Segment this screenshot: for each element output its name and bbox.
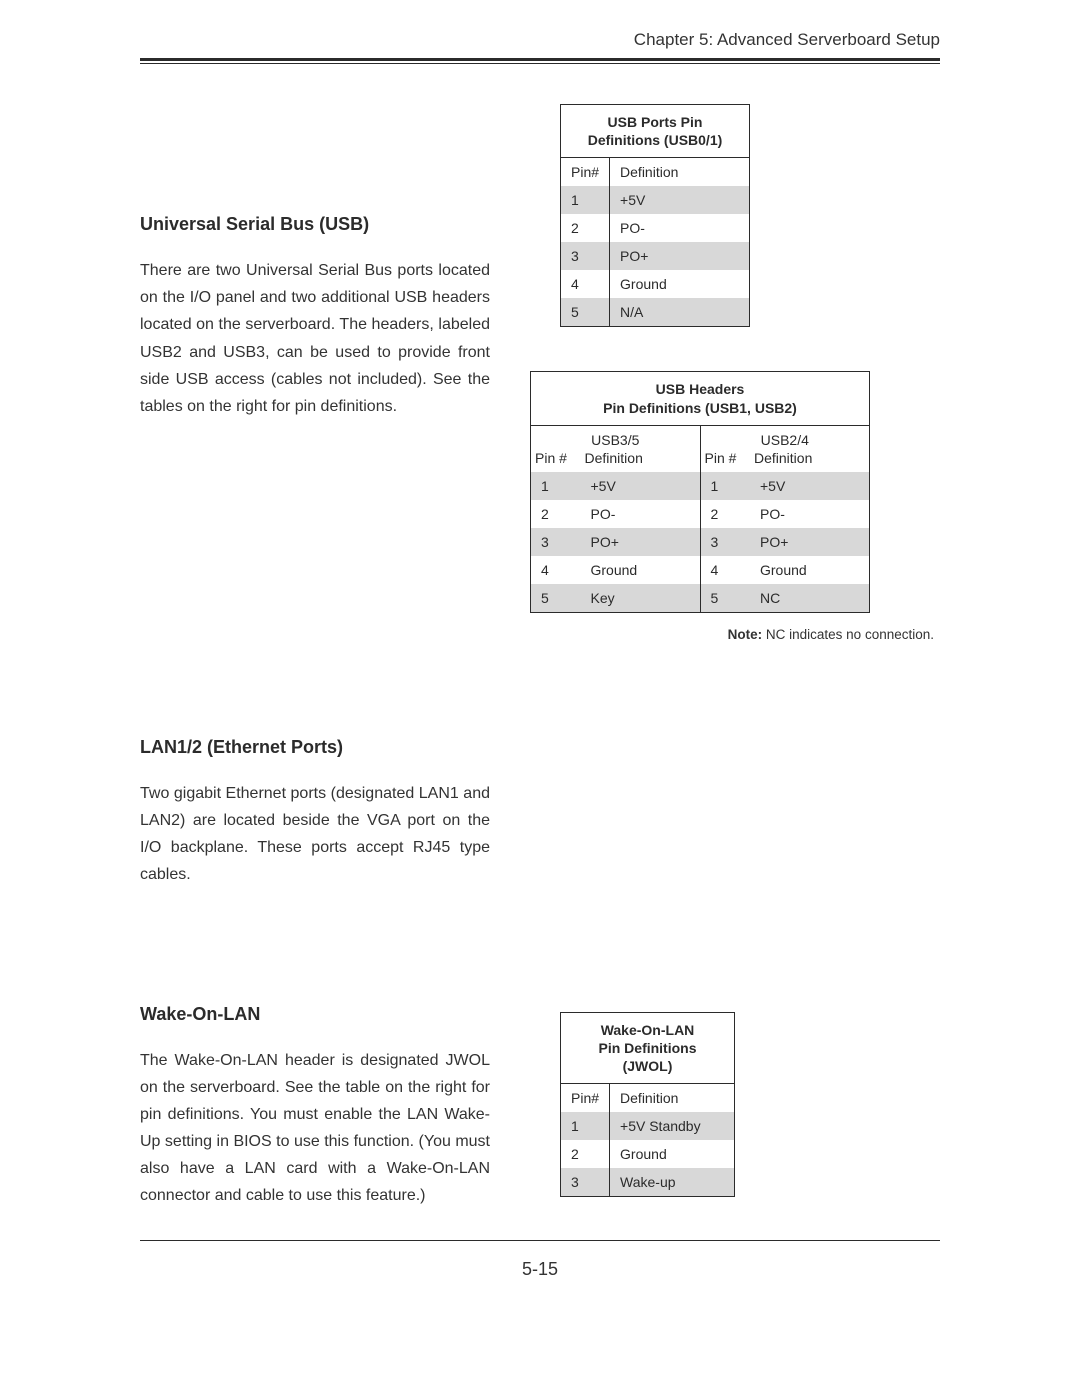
usb-ports-col2: Definition bbox=[610, 158, 750, 187]
note-body: NC indicates no connection. bbox=[762, 627, 934, 642]
table-cell: PO- bbox=[750, 500, 870, 528]
usb-headers-title2: Pin Definitions (USB1, USB2) bbox=[603, 400, 797, 416]
wol-col2: Definition bbox=[610, 1084, 735, 1113]
table-cell: 2 bbox=[561, 1140, 610, 1168]
footer-rule bbox=[140, 1240, 940, 1241]
table-cell: PO+ bbox=[581, 528, 701, 556]
table-cell: Ground bbox=[610, 1140, 735, 1168]
table-cell: +5V bbox=[581, 472, 701, 500]
table-cell: 2 bbox=[531, 500, 581, 528]
table-cell: 5 bbox=[561, 298, 610, 327]
usb-headers-leftname: USB3/5 bbox=[531, 425, 701, 450]
col-pin: Pin # bbox=[700, 450, 750, 472]
col-def: Definition bbox=[750, 450, 870, 472]
table-cell: 4 bbox=[700, 556, 750, 584]
wol-title: Wake-On-LAN bbox=[140, 1004, 490, 1025]
table-cell: 2 bbox=[561, 214, 610, 242]
table-cell: 3 bbox=[561, 242, 610, 270]
table-cell: 1 bbox=[561, 186, 610, 214]
table-cell: Ground bbox=[750, 556, 870, 584]
table-cell: Wake-up bbox=[610, 1168, 735, 1197]
usb-ports-table: USB Ports Pin Definitions (USB0/1) Pin# … bbox=[560, 104, 750, 327]
table-cell: PO+ bbox=[750, 528, 870, 556]
table-cell: 2 bbox=[700, 500, 750, 528]
col-def: Definition bbox=[581, 450, 701, 472]
lan-body: Two gigabit Ethernet ports (designated L… bbox=[140, 780, 490, 889]
table-cell: Ground bbox=[610, 270, 750, 298]
wol-table-title2: Pin Definitions bbox=[599, 1040, 697, 1056]
wol-body: The Wake-On-LAN header is designated JWO… bbox=[140, 1047, 490, 1210]
table-cell: Key bbox=[581, 584, 701, 613]
wol-col1: Pin# bbox=[561, 1084, 610, 1113]
table-cell: +5V Standby bbox=[610, 1112, 735, 1140]
table-cell: 4 bbox=[531, 556, 581, 584]
table-cell: 1 bbox=[531, 472, 581, 500]
note-label: Note: bbox=[728, 627, 763, 642]
table-cell: 3 bbox=[561, 1168, 610, 1197]
usb-body: There are two Universal Serial Bus ports… bbox=[140, 257, 490, 420]
table-cell: 3 bbox=[700, 528, 750, 556]
usb-title: Universal Serial Bus (USB) bbox=[140, 214, 490, 235]
table-cell: PO- bbox=[610, 214, 750, 242]
chapter-header: Chapter 5: Advanced Serverboard Setup bbox=[140, 30, 940, 58]
note-text: Note: NC indicates no connection. bbox=[728, 627, 940, 642]
table-cell: +5V bbox=[750, 472, 870, 500]
wol-table-title1: Wake-On-LAN bbox=[601, 1022, 695, 1038]
header-rule bbox=[140, 58, 940, 64]
table-cell: PO+ bbox=[610, 242, 750, 270]
table-cell: 4 bbox=[561, 270, 610, 298]
usb-ports-title1: USB Ports Pin bbox=[608, 114, 703, 130]
col-pin: Pin # bbox=[531, 450, 581, 472]
table-cell: 5 bbox=[531, 584, 581, 613]
usb-headers-rightname: USB2/4 bbox=[700, 425, 870, 450]
table-cell: 3 bbox=[531, 528, 581, 556]
wol-table: Wake-On-LAN Pin Definitions (JWOL) Pin# … bbox=[560, 1012, 735, 1198]
usb-ports-col1: Pin# bbox=[561, 158, 610, 187]
lan-title: LAN1/2 (Ethernet Ports) bbox=[140, 737, 490, 758]
table-cell: N/A bbox=[610, 298, 750, 327]
table-cell: NC bbox=[750, 584, 870, 613]
page-number: 5-15 bbox=[140, 1259, 940, 1280]
usb-headers-table: USB Headers Pin Definitions (USB1, USB2)… bbox=[530, 371, 870, 612]
table-cell: 1 bbox=[700, 472, 750, 500]
table-cell: 1 bbox=[561, 1112, 610, 1140]
table-cell: PO- bbox=[581, 500, 701, 528]
table-cell: Ground bbox=[581, 556, 701, 584]
table-cell: 5 bbox=[700, 584, 750, 613]
wol-table-title3: (JWOL) bbox=[623, 1058, 673, 1074]
usb-headers-title1: USB Headers bbox=[656, 381, 745, 397]
usb-ports-title2: Definitions (USB0/1) bbox=[588, 132, 723, 148]
table-cell: +5V bbox=[610, 186, 750, 214]
